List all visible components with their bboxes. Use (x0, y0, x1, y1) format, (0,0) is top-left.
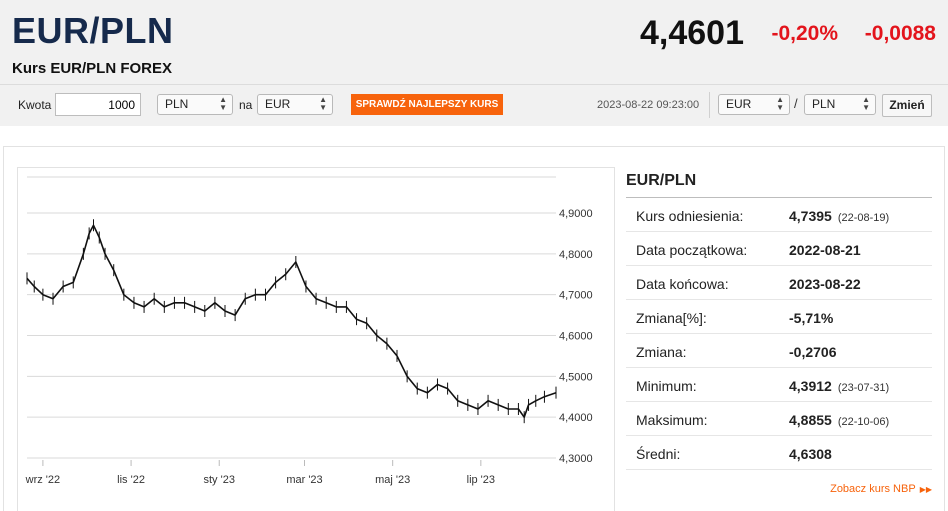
stat-row-start-date: Data początkowa: 2022-08-21 (626, 232, 932, 266)
change-percent: -0,20% (771, 22, 838, 45)
stat-date: (22-08-19) (837, 212, 890, 224)
stat-label: Zmiana[%]: (636, 310, 707, 326)
nbp-rate-link[interactable]: Zobacz kurs NBP ▶▶ (830, 483, 932, 495)
stat-label: Średni: (636, 446, 681, 462)
stat-row-minimum: Minimum: 4,3912 (23-07-31) (626, 368, 932, 402)
pair-base-value: EUR (726, 97, 752, 111)
y-tick-label: 4,7000 (559, 290, 593, 302)
from-currency-select[interactable]: PLN ▲ ▼ (157, 94, 233, 115)
y-tick-label: 4,8000 (559, 249, 593, 261)
x-axis-ticks: wrz '22 lis '22 sty '23 mar '23 maj '23 lip '… (25, 460, 495, 486)
stat-value: -0,2706 (789, 344, 837, 360)
y-tick-label: 4,3000 (559, 453, 593, 465)
to-currency-select[interactable]: EUR ▲ ▼ (257, 94, 333, 115)
stat-value: 4,8855 (22-10-06) (789, 412, 890, 428)
x-tick-label: sty '23 (204, 474, 235, 486)
pair-slash: / (794, 96, 798, 111)
stat-label: Data początkowa: (636, 242, 748, 258)
amount-label: Kwota (18, 98, 52, 112)
stat-value: 4,7395 (22-08-19) (789, 208, 890, 224)
select-arrows-icon: ▲ ▼ (319, 95, 327, 112)
content-panel (3, 146, 945, 511)
best-rate-button[interactable]: SPRAWDŹ NAJLEPSZY KURS (351, 94, 503, 115)
stat-row-change-pct: Zmiana[%]: -5,71% (626, 300, 932, 334)
y-tick-label: 4,5000 (559, 371, 593, 383)
y-tick-label: 4,4000 (559, 412, 593, 424)
stat-label: Minimum: (636, 378, 697, 394)
current-price: 4,4601 (640, 14, 744, 52)
change-absolute: -0,0088 (864, 22, 936, 45)
na-label: na (239, 98, 253, 112)
x-tick-label: lis '22 (117, 474, 145, 486)
y-axis-ticks: 4,9000 4,8000 4,7000 4,6000 4,5000 4,4000 4,30… (559, 208, 593, 465)
quote-timestamp: 2023-08-22 09:23:00 (597, 99, 700, 111)
toolbar-divider (709, 92, 710, 118)
stat-row-end-date: Data końcowa: 2023-08-22 (626, 266, 932, 300)
stat-label: Zmiana: (636, 344, 687, 360)
stat-value: 4,6308 (789, 446, 832, 462)
pair-subtitle: Kurs EUR/PLN FOREX (12, 60, 173, 77)
from-currency-value: PLN (165, 97, 189, 111)
stat-label: Kurs odniesienia: (636, 208, 744, 224)
pair-title: EUR/PLN (12, 10, 174, 51)
stat-value: 2022-08-21 (789, 242, 861, 258)
double-arrow-right-icon: ▶▶ (919, 485, 932, 494)
to-currency-value: EUR (265, 97, 291, 111)
stat-date: (23-07-31) (837, 382, 890, 394)
chart-series (26, 219, 557, 424)
x-tick-label: mar '23 (286, 474, 322, 486)
stat-value: -5,71% (789, 310, 834, 326)
change-pair-button[interactable]: Zmień (882, 94, 932, 117)
stat-row-average: Średni: 4,6308 (626, 436, 932, 470)
stat-label: Data końcowa: (636, 276, 729, 292)
pair-quote-value: PLN (812, 97, 836, 111)
stat-row-change: Zmiana: -0,2706 (626, 334, 932, 368)
y-tick-label: 4,9000 (559, 208, 593, 220)
header-divider (0, 84, 948, 85)
select-arrows-icon: ▲ ▼ (862, 95, 870, 112)
stat-label: Maksimum: (636, 412, 708, 428)
pair-base-select[interactable]: EUR ▲ ▼ (718, 94, 790, 115)
stat-value: 4,3912 (23-07-31) (789, 378, 890, 394)
stats-divider (626, 197, 932, 198)
x-tick-label: wrz '22 (25, 474, 61, 486)
select-arrows-icon: ▲ ▼ (776, 95, 784, 112)
x-tick-label: lip '23 (467, 474, 495, 486)
x-tick-label: maj '23 (375, 474, 410, 486)
amount-input[interactable] (55, 93, 141, 116)
y-tick-label: 4,6000 (559, 331, 593, 343)
stat-date: (22-10-06) (837, 416, 890, 428)
stats-title: EUR/PLN (626, 172, 697, 189)
quote-header: EUR/PLN Kurs EUR/PLN FOREX 4,4601 -0,20%… (0, 0, 948, 126)
stat-value: 2023-08-22 (789, 276, 861, 292)
stat-row-maximum: Maksimum: 4,8855 (22-10-06) (626, 402, 932, 436)
chart-grid (27, 176, 556, 459)
select-arrows-icon: ▲ ▼ (219, 95, 227, 112)
stat-row-reference: Kurs odniesienia: 4,7395 (22-08-19) (626, 198, 932, 232)
pair-quote-select[interactable]: PLN ▲ ▼ (804, 94, 876, 115)
chart-container (17, 167, 615, 511)
